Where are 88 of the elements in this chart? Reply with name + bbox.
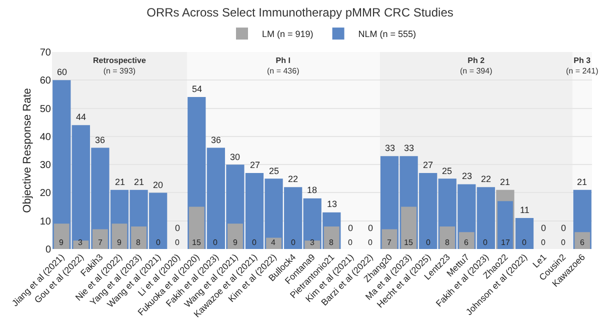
data-label: 0 [483,238,488,247]
data-label: 3 [310,238,315,247]
band-label: Retrospective (n = 393) [93,56,146,76]
data-label: 0 [368,223,374,233]
data-label: 36 [95,135,106,145]
bar [440,226,456,249]
data-label: 21 [115,177,126,187]
bar [401,206,416,249]
data-label: 0 [426,238,431,247]
data-label: 0 [213,238,218,247]
bar [266,238,282,249]
legend-label: LM (n = 919) [262,29,314,40]
data-label: 0 [368,238,373,247]
data-label: 33 [385,143,396,153]
data-label: 60 [57,67,68,77]
data-label: 44 [76,112,86,122]
bar [131,226,146,249]
data-label: 21 [500,177,510,187]
band-label: Ph I (n = 436) [267,56,300,76]
data-label: 0 [291,238,296,247]
y-tick-label: 20 [40,188,52,200]
y-tick-label: 0 [45,244,52,256]
y-tick-label: 10 [40,216,52,228]
data-label: 0 [156,238,161,247]
data-label: 0 [522,238,527,247]
bar [112,224,128,249]
data-label: 25 [442,166,452,176]
data-label: 9 [117,238,122,247]
data-label: 8 [445,238,450,247]
data-label: 15 [192,238,202,247]
chart-title: ORRs Across Select Immunotherapy pMMR CRC Studies [146,6,454,20]
data-label: 0 [175,223,180,233]
data-label: 23 [462,171,472,181]
data-label: 27 [423,160,434,170]
data-label: 18 [307,185,318,195]
bar [228,224,243,249]
data-label: 17 [501,238,510,247]
bar [515,218,534,249]
data-label: 9 [59,238,64,247]
data-label: 9 [233,238,238,247]
data-label: 20 [153,180,164,190]
bar [304,240,320,249]
data-label: 6 [464,238,469,247]
bar [54,224,70,249]
bar [92,229,108,249]
bar [188,206,204,249]
legend-label: NLM (n = 555) [358,29,416,40]
data-label: 0 [561,238,566,247]
data-label: 33 [404,143,414,153]
data-label: 11 [520,205,530,215]
data-label: 25 [269,166,280,176]
data-label: 7 [387,238,392,247]
y-tick-label: 60 [40,76,52,87]
data-label: 13 [327,199,338,209]
y-tick-label: 70 [40,48,52,58]
band-label: Ph 3 (n = 241) [566,56,599,76]
data-label: 8 [329,238,334,247]
bar [324,226,340,249]
bar [574,232,590,249]
bar [73,240,89,249]
data-label: 15 [404,238,414,247]
y-tick-label: 50 [40,104,52,115]
data-label: 6 [580,238,585,247]
data-label: 3 [78,238,83,247]
data-label: 22 [288,174,298,184]
data-label: 0 [348,223,354,233]
data-label: 8 [136,238,141,247]
y-tick-label: 40 [40,132,52,143]
y-axis-title: Objective Response Rate [22,88,34,213]
y-tick-label: 30 [40,160,52,172]
band-label: Ph 2 (n = 394) [460,56,493,76]
data-label: 27 [250,160,260,170]
bar [458,232,474,249]
data-label: 36 [211,135,222,145]
data-label: 0 [348,238,353,247]
data-label: 0 [252,238,257,247]
data-label: 22 [481,174,492,184]
data-label: 4 [271,238,276,247]
data-label: 54 [192,84,202,94]
data-label: 21 [134,177,144,187]
data-label: 7 [98,238,103,247]
data-label: 0 [541,223,546,233]
data-label: 21 [577,177,588,187]
data-label: 30 [230,152,240,162]
bar [382,229,398,249]
data-label: 0 [175,238,180,247]
data-label: 0 [541,238,546,247]
data-label: 0 [561,223,566,233]
